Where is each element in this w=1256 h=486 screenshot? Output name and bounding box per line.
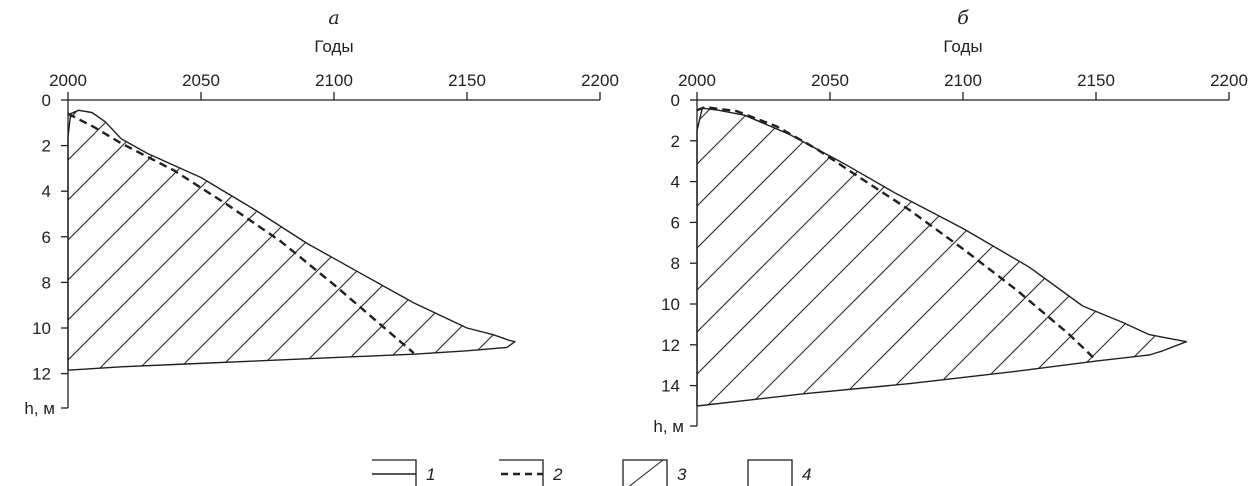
x-tick-label: 2200	[1210, 71, 1248, 90]
legend-item: 4	[747, 459, 811, 486]
hatch-pattern	[68, 80, 1028, 480]
hatch-line	[307, 110, 515, 371]
hatch-line	[588, 80, 988, 480]
legend-box	[622, 459, 668, 486]
hatch-line	[1221, 80, 1256, 480]
hatch-line	[347, 110, 515, 371]
y-tick-label: 8	[671, 254, 680, 273]
x-tick-label: 2150	[448, 71, 486, 90]
x-tick-label: 2200	[581, 71, 619, 90]
legend-box	[747, 459, 793, 486]
x-tick-label: 2050	[182, 71, 220, 90]
y-tick-label: 4	[671, 173, 680, 192]
y-tick-label: 10	[661, 295, 680, 314]
hatch-line	[842, 108, 1187, 406]
legend-label: 1	[426, 465, 435, 484]
hatch-line	[267, 110, 515, 371]
y-tick-label: 6	[42, 228, 51, 247]
y-tick-label: 10	[32, 319, 51, 338]
hatch-line	[628, 80, 1028, 480]
hatch-line	[107, 110, 509, 371]
hatch-line	[68, 110, 349, 371]
y-tick-label: 2	[42, 137, 51, 156]
hatch-line	[697, 108, 1076, 406]
hatch-line	[697, 108, 782, 406]
x-tick-label: 2100	[315, 71, 353, 90]
y-tick-label: 4	[42, 182, 51, 201]
hatch-line	[968, 108, 1187, 406]
legend-item: 3	[622, 459, 687, 486]
hatch-line	[548, 80, 948, 480]
hatch-line	[187, 110, 515, 371]
legend-hatch-line	[628, 459, 664, 486]
hatch-line	[697, 108, 1034, 406]
x-axis-label: Годы	[943, 37, 982, 56]
hatch-pattern	[697, 80, 1256, 480]
hatch-line	[1178, 108, 1187, 406]
y-axis-label: h, м	[653, 417, 684, 436]
x-tick-label: 2050	[811, 71, 849, 90]
legend-item: 1	[372, 459, 435, 486]
hatch-line	[68, 110, 189, 371]
series-2-dashed-line	[696, 105, 1097, 361]
legend-box	[372, 459, 417, 486]
y-tick-label: 6	[671, 213, 680, 232]
y-tick-label: 2	[671, 132, 680, 151]
hatch-line	[1052, 108, 1187, 406]
hatch-line	[1136, 108, 1187, 406]
hatch-line	[884, 108, 1187, 406]
hatch-line	[716, 108, 1118, 406]
hatch-line	[926, 108, 1187, 406]
panel-b: 2000 2050 2100 2150 2200 0 2 4 6 8 10 12 14 h, м б Годы	[653, 7, 1256, 480]
legend-label: 2	[552, 465, 563, 484]
series-1-envelope	[696, 107, 1188, 407]
x-tick-label: 2000	[678, 71, 716, 90]
legend: 1 2 3 4	[372, 459, 811, 486]
hatch-line	[1094, 108, 1187, 406]
hatch-line	[800, 108, 1187, 406]
y-tick-label: 0	[42, 91, 51, 110]
panel-label: б	[957, 7, 969, 29]
hatch-line	[68, 110, 389, 371]
hatch-line	[227, 110, 515, 371]
hatch-line	[697, 108, 950, 406]
y-tick-label: 8	[42, 273, 51, 292]
x-tick-label: 2100	[944, 71, 982, 90]
hatch-line	[147, 110, 515, 371]
y-tick-label: 14	[661, 377, 680, 396]
hatch-line	[68, 110, 69, 371]
hatch-line	[697, 108, 866, 406]
panel-label: а	[328, 7, 339, 29]
hatch-line	[697, 108, 824, 406]
hatch-line	[697, 108, 992, 406]
hatch-line	[68, 110, 109, 371]
y-tick-label: 0	[671, 91, 680, 110]
series-1-envelope	[67, 109, 516, 371]
hatch-line	[427, 110, 515, 371]
hatch-line	[68, 110, 469, 371]
x-tick-label: 2000	[49, 71, 87, 90]
hatch-line	[758, 108, 1160, 406]
hatch-line	[697, 108, 698, 406]
y-tick-label: 12	[661, 336, 680, 355]
x-axis-label: Годы	[314, 37, 353, 56]
y-tick-label: 12	[32, 365, 51, 384]
legend-item: 2	[499, 459, 563, 486]
hatch-line	[68, 110, 149, 371]
series-2-dashed-line	[67, 112, 415, 355]
x-tick-label: 2150	[1077, 71, 1115, 90]
y-axis-label: h, м	[24, 399, 55, 418]
hatch-line	[507, 110, 515, 371]
legend-label: 3	[677, 465, 687, 484]
legend-label: 4	[802, 465, 811, 484]
hatch-line	[697, 108, 908, 406]
hatch-line	[387, 110, 515, 371]
